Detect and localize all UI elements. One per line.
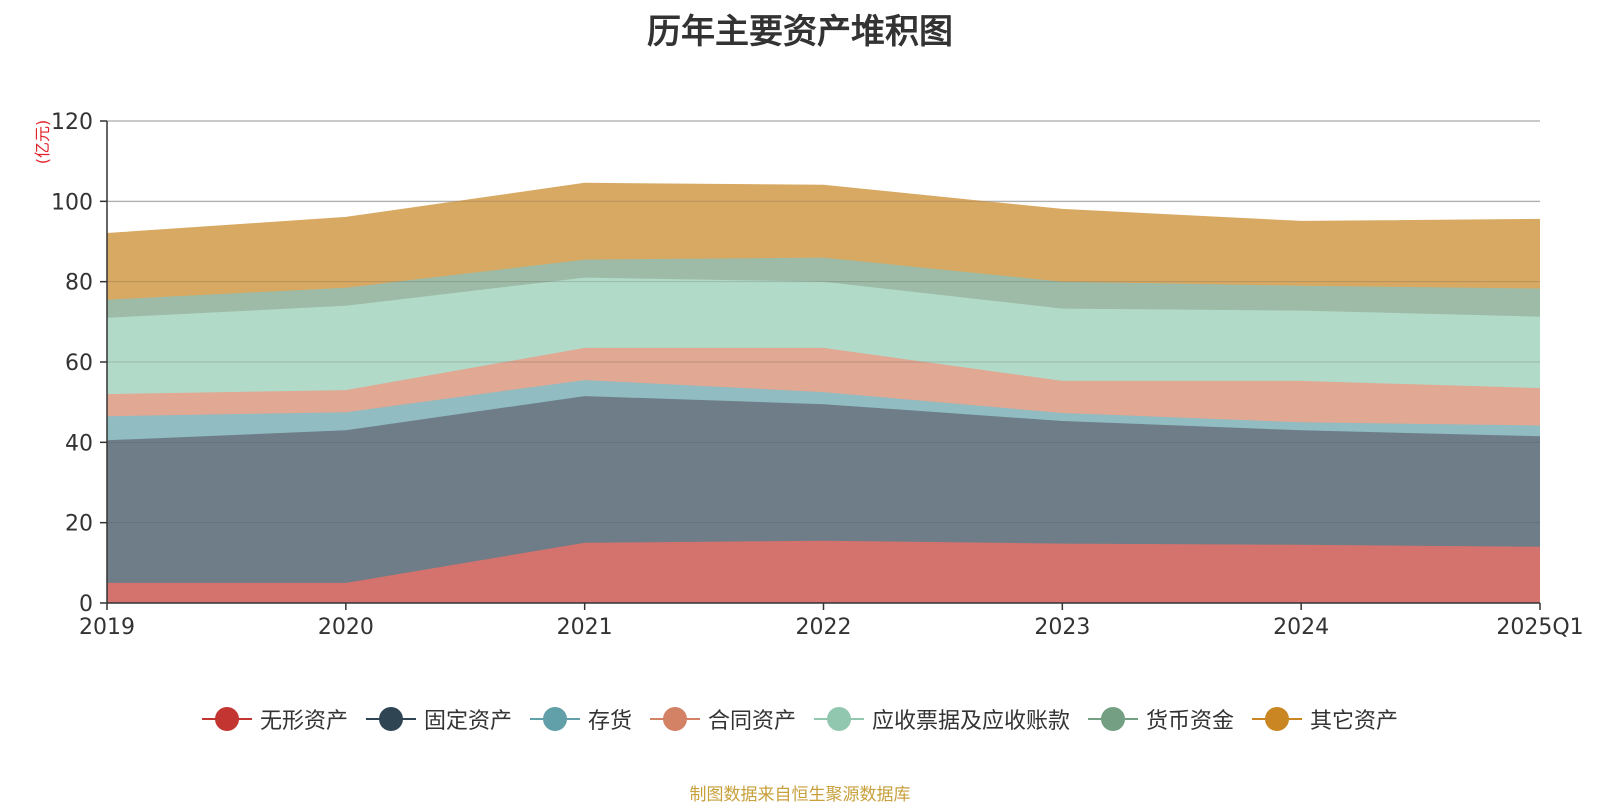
axes: 0 20 40 60 80 100 120 2019 2020 2021 2022 2023 2024 2… xyxy=(51,110,1584,640)
legend-marker-dot xyxy=(827,707,851,731)
legend-label: 存货 xyxy=(587,709,632,734)
legend-marker-icon xyxy=(814,705,864,733)
source-note: 制图数据来自恒生聚源数据库 xyxy=(689,785,911,805)
legend-marker-icon xyxy=(649,705,700,733)
y-tick-label-6: 120 xyxy=(51,110,93,135)
x-tick-label-0: 2019 xyxy=(79,615,135,640)
legend-label: 合同资产 xyxy=(707,709,796,734)
y-tick-label-4: 80 xyxy=(65,271,93,296)
legend-marker-dot xyxy=(1101,707,1126,731)
area-series-6[interactable] xyxy=(107,183,1540,300)
area-series-1[interactable] xyxy=(107,396,1540,583)
x-tick-label-6: 2025Q1 xyxy=(1496,615,1583,640)
chart-legend: 无形资产 固定资产 存货 合同资产 应收票据及应收账款 货币资金 其它资产 xyxy=(0,703,1600,735)
area-series-0[interactable] xyxy=(107,540,1540,603)
legend-label: 固定资产 xyxy=(423,709,512,734)
area-series-2[interactable] xyxy=(107,380,1540,441)
x-tick-label-4: 2023 xyxy=(1034,615,1090,640)
area-series-4[interactable] xyxy=(107,277,1540,395)
legend-item-5[interactable]: 货币资金 xyxy=(1088,703,1234,735)
legend-marker-icon xyxy=(365,705,416,733)
y-tick-label-1: 20 xyxy=(65,512,93,537)
legend-marker-dot xyxy=(542,707,567,731)
legend-marker-dot xyxy=(1265,707,1290,731)
legend-marker-icon xyxy=(529,705,580,733)
x-tick-label-2: 2021 xyxy=(557,615,613,640)
legend-marker-icon xyxy=(201,705,252,733)
y-tick-label-5: 100 xyxy=(51,190,93,215)
legend-marker-dot xyxy=(662,707,687,731)
legend-label: 其它资产 xyxy=(1310,709,1399,734)
legend-marker-dot xyxy=(214,707,239,731)
area-series-line-6 xyxy=(106,182,1541,234)
y-axis-unit-label: (亿元) xyxy=(33,120,52,165)
legend-item-3[interactable]: 合同资产 xyxy=(649,703,796,735)
legend-label: 应收票据及应收账款 xyxy=(872,709,1071,734)
legend-item-4[interactable]: 应收票据及应收账款 xyxy=(814,703,1070,735)
legend-marker-icon xyxy=(1252,705,1303,733)
legend-marker-icon xyxy=(1088,705,1139,733)
chart-title: 历年主要资产堆积图 xyxy=(647,12,953,52)
x-tick-label-5: 2024 xyxy=(1273,615,1329,640)
legend-item-6[interactable]: 其它资产 xyxy=(1252,703,1398,735)
y-tick-label-2: 40 xyxy=(65,431,93,456)
y-tick-label-3: 60 xyxy=(65,351,93,376)
y-tick-label-0: 0 xyxy=(79,592,93,617)
x-tick-label-3: 2022 xyxy=(796,615,852,640)
legend-item-1[interactable]: 固定资产 xyxy=(365,703,512,735)
legend-marker-dot xyxy=(378,707,403,731)
legend-item-0[interactable]: 无形资产 xyxy=(201,703,348,735)
legend-label: 货币资金 xyxy=(1146,709,1235,734)
area-series-3[interactable] xyxy=(107,347,1540,426)
x-tick-label-1: 2020 xyxy=(318,615,374,640)
area-series-5[interactable] xyxy=(107,257,1540,318)
legend-item-2[interactable]: 存货 xyxy=(529,703,632,735)
legend-label: 无形资产 xyxy=(259,709,348,734)
area-series xyxy=(106,182,1541,603)
